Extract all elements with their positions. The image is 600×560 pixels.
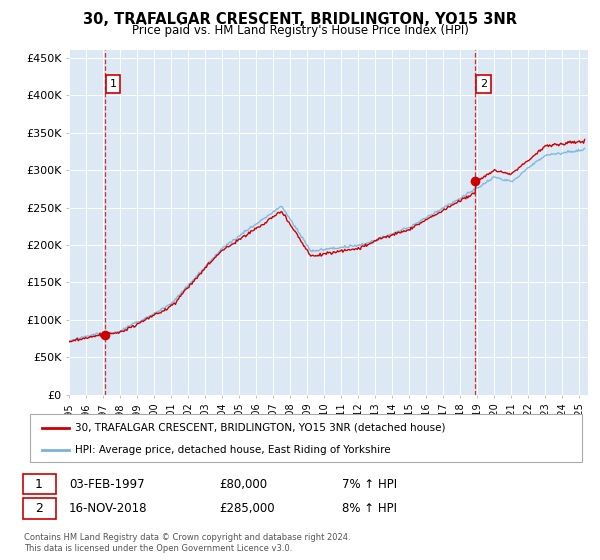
Text: £80,000: £80,000 bbox=[219, 478, 267, 491]
Text: 8% ↑ HPI: 8% ↑ HPI bbox=[342, 502, 397, 515]
Text: £285,000: £285,000 bbox=[219, 502, 275, 515]
Text: 03-FEB-1997: 03-FEB-1997 bbox=[69, 478, 145, 491]
Text: 1: 1 bbox=[110, 79, 116, 89]
Text: Contains HM Land Registry data © Crown copyright and database right 2024.
This d: Contains HM Land Registry data © Crown c… bbox=[24, 533, 350, 553]
Text: 7% ↑ HPI: 7% ↑ HPI bbox=[342, 478, 397, 491]
Text: 30, TRAFALGAR CRESCENT, BRIDLINGTON, YO15 3NR (detached house): 30, TRAFALGAR CRESCENT, BRIDLINGTON, YO1… bbox=[75, 423, 445, 433]
Text: 2: 2 bbox=[480, 79, 487, 89]
Text: 2: 2 bbox=[35, 502, 43, 515]
Text: HPI: Average price, detached house, East Riding of Yorkshire: HPI: Average price, detached house, East… bbox=[75, 445, 391, 455]
Text: Price paid vs. HM Land Registry's House Price Index (HPI): Price paid vs. HM Land Registry's House … bbox=[131, 24, 469, 36]
Text: 30, TRAFALGAR CRESCENT, BRIDLINGTON, YO15 3NR: 30, TRAFALGAR CRESCENT, BRIDLINGTON, YO1… bbox=[83, 12, 517, 27]
Text: 1: 1 bbox=[35, 478, 43, 491]
Text: 16-NOV-2018: 16-NOV-2018 bbox=[69, 502, 148, 515]
